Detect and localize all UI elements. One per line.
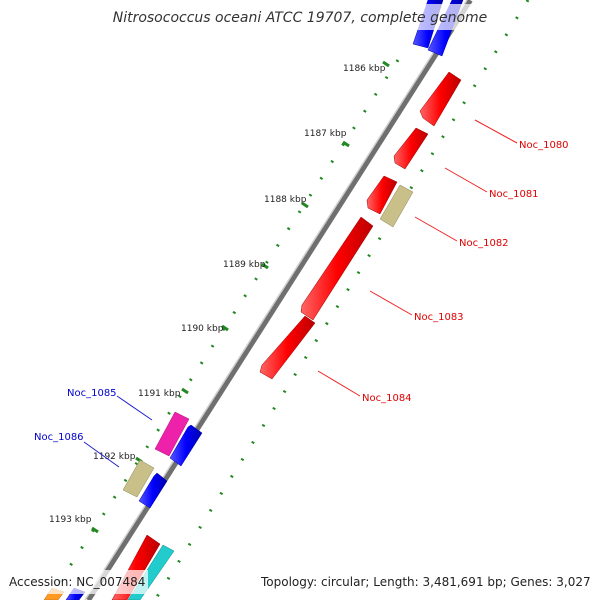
kbp-tick-marks [91,60,390,534]
kbp-label-1187: 1187 kbp [304,129,347,139]
forward-gene-leaders [317,119,518,397]
outer-tick-track [153,0,530,600]
gene-label-noc-1081[interactable]: Noc_1081 [489,189,539,200]
gene-arrow-noc-1082[interactable] [366,175,398,215]
magenta-feature[interactable] [154,411,190,457]
topology-text: Topology: circular; Length: 3,481,691 bp… [260,575,591,589]
kbp-label-1193: 1193 kbp [49,515,92,525]
gene-arrow-noc-1083[interactable] [300,216,374,321]
gene-arrow-noc-1085[interactable] [169,424,203,467]
kbp-label-1192: 1192 kbp [93,452,136,462]
title-backdrop [112,4,488,30]
accession-text: Accession: NC_007484 [9,575,145,589]
topology-backdrop [255,570,597,594]
gene-label-noc-1083[interactable]: Noc_1083 [414,312,464,323]
gene-label-noc-1085[interactable]: Noc_1085 [67,388,117,399]
kbp-label-1189: 1189 kbp [223,260,266,270]
gene-arrow-noc-1080[interactable] [419,71,462,127]
kbp-label-1190: 1190 kbp [181,324,224,334]
kbp-label-1191: 1191 kbp [138,389,181,399]
kbp-label-1188: 1188 kbp [264,195,307,205]
gene-label-noc-1084[interactable]: Noc_1084 [362,393,412,404]
accession-backdrop [3,570,148,594]
genome-backbone [84,0,473,600]
gene-label-noc-1080[interactable]: Noc_1080 [519,140,569,151]
gene-label-noc-1082[interactable]: Noc_1082 [459,238,509,249]
tan-feature-1082[interactable] [379,184,414,228]
map-title: Nitrosococcus oceani ATCC 19707, complet… [113,10,488,26]
reverse-gene-leaders [83,395,153,468]
inner-tick-track [46,59,400,600]
gene-arrow-noc-1081[interactable] [393,127,429,170]
gene-arrow-noc-1084[interactable] [259,315,316,380]
gene-label-noc-1086[interactable]: Noc_1086 [34,432,84,443]
gene-arrow-noc-1086[interactable] [138,472,168,509]
tan-feature-1086[interactable] [122,459,155,498]
kbp-label-1186: 1186 kbp [343,64,386,74]
